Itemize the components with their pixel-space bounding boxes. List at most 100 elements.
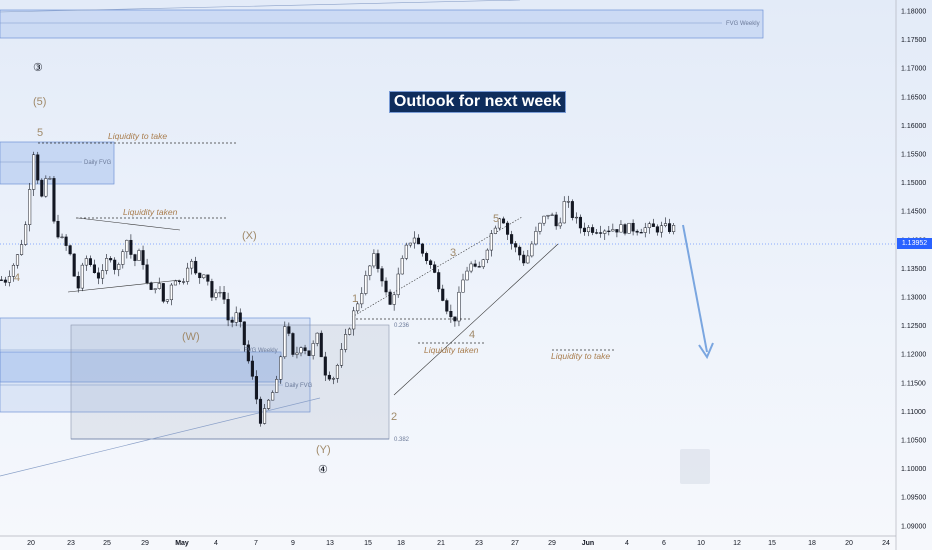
candle-body: [80, 264, 84, 289]
candle-body: [404, 244, 408, 259]
fvg-weekly-top-zone: [0, 9, 764, 39]
candle-body: [441, 288, 445, 301]
candle-body: [481, 259, 485, 268]
fib-382-label: 0.382: [394, 437, 410, 443]
candle-body: [647, 223, 651, 228]
daily-fvg-top-label: Daily FVG: [84, 160, 112, 166]
candle-body: [510, 234, 514, 244]
candle-body: [258, 398, 263, 424]
candle-body: [416, 237, 420, 245]
candle-body: [562, 201, 566, 224]
liquidity-taken-note-1: Liquidity taken: [123, 207, 178, 217]
candle-body: [542, 215, 546, 224]
liquidity-taken-note-2: Liquidity taken: [424, 345, 479, 355]
daily-fvg-top-zone: [0, 141, 115, 185]
candle-body: [315, 332, 319, 344]
fvg-weekly-mid-zone: [0, 317, 311, 413]
candle-body: [603, 230, 607, 234]
wave-label-4-a: 4: [14, 272, 20, 284]
liquidity-to-take-note-1: Liquidity to take: [108, 131, 167, 141]
candle-body: [129, 239, 133, 255]
price-tick-label: 1.15000: [901, 180, 926, 187]
price-tick-label: 1.11000: [901, 409, 926, 416]
candle-body: [230, 319, 234, 323]
candle-body: [190, 260, 194, 269]
candle-body: [88, 258, 92, 266]
candle-body: [339, 349, 344, 366]
candle-body: [137, 250, 141, 261]
last-price-tag: 1.13952: [897, 238, 932, 249]
candle-body: [672, 225, 676, 232]
fib-retracement-zone: [70, 324, 390, 440]
candle-body: [388, 291, 392, 305]
wave-label-1: 1: [352, 293, 358, 305]
candle-body: [477, 266, 481, 268]
time-tick-label: 18: [397, 540, 405, 547]
candle-body: [546, 214, 550, 217]
price-tick-label: 1.12500: [901, 323, 926, 330]
candle-body: [72, 253, 76, 277]
candle-body: [299, 347, 303, 354]
candle-body: [380, 268, 384, 282]
time-tick-label: 7: [254, 540, 258, 547]
wave-label-5-a: 5: [37, 127, 43, 139]
candle-body: [437, 272, 441, 290]
time-tick-label: 20: [845, 540, 853, 547]
candle-body: [145, 264, 149, 284]
candle-body: [595, 232, 599, 234]
candle-body: [611, 229, 615, 232]
wave-label-circle-3: ③: [33, 62, 43, 74]
candle-body: [449, 310, 453, 318]
price-axis: 1.18000 1.17500 1.17000 1.16500 1.16000 1.155…: [901, 9, 926, 531]
candle-body: [44, 178, 48, 197]
candle-body: [84, 258, 88, 266]
candle-body: [465, 270, 469, 281]
price-tick-label: 1.13000: [901, 295, 926, 302]
candle-body: [364, 275, 368, 294]
candle-body: [587, 227, 591, 233]
time-axis: 20 23 25 29 May 4 7 9 13 15 18 21 23 27 29 Jun 4 6 10 12 15 1…: [27, 540, 890, 547]
candle-body: [558, 222, 562, 227]
candle-body: [271, 392, 275, 401]
time-tick-label: 4: [214, 540, 218, 547]
candle-body: [177, 280, 182, 282]
candle-body: [169, 284, 173, 301]
candle-body: [538, 222, 542, 232]
candle-body: [117, 264, 121, 270]
candle-body: [335, 365, 339, 379]
candle-body: [506, 222, 510, 235]
candle-body: [109, 258, 113, 261]
forecast-arrowhead: [698, 342, 714, 360]
candle-body: [254, 376, 258, 400]
price-tick-label: 1.12000: [901, 352, 926, 359]
candle-body: [457, 291, 461, 322]
candle-body: [453, 316, 457, 322]
candle-body: [473, 263, 477, 267]
wedge-lower: [67, 279, 181, 293]
candle-body: [307, 350, 311, 356]
candle-body: [267, 399, 271, 409]
time-tick-label: 23: [67, 540, 75, 547]
candle-body: [182, 281, 186, 283]
price-tick-label: 1.14500: [901, 209, 926, 216]
time-tick-label: 10: [697, 540, 705, 547]
candle-body: [352, 310, 356, 330]
time-tick-label: 27: [511, 540, 519, 547]
price-tick-label: 1.15500: [901, 152, 926, 159]
time-tick-label: 9: [291, 540, 295, 547]
candle-body: [514, 243, 518, 248]
candle-body: [194, 260, 198, 274]
time-tick-label: 24: [882, 540, 890, 547]
time-tick-label: 15: [768, 540, 776, 547]
candle-body: [238, 312, 242, 323]
candle-body: [153, 288, 157, 290]
time-tick-label: 15: [364, 540, 372, 547]
candle-body: [408, 242, 412, 246]
candle-body: [295, 352, 299, 355]
candle-body: [659, 225, 664, 233]
time-tick-label: 4: [625, 540, 629, 547]
candle-body: [15, 254, 20, 266]
candle-body: [566, 201, 570, 203]
